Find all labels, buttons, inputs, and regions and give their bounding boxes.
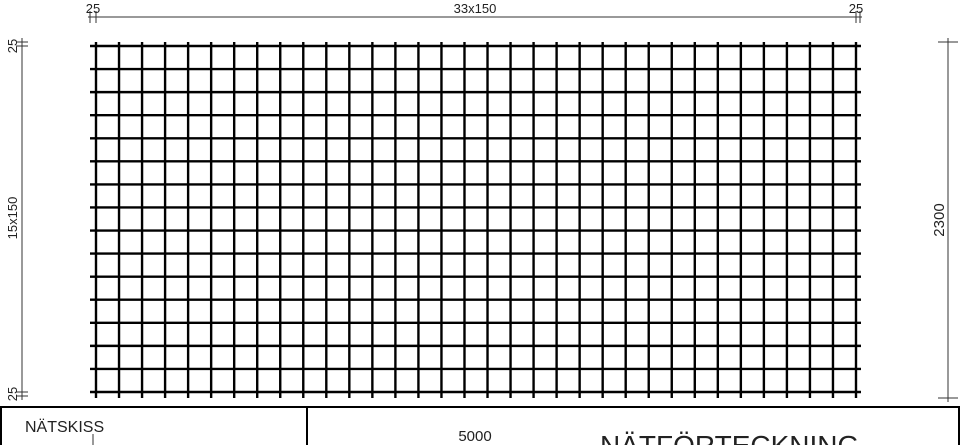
dim-text: 25 [849,1,863,16]
block-heading: NÄTFÖRTECKNING [600,430,859,445]
dim-text: 2300 [931,203,948,236]
dim-text: 25 [5,39,20,53]
block-length: 5000 [458,428,491,445]
top-dimension: 25 33x150 25 [86,1,863,23]
right-dimension: 2300 [931,38,958,402]
dim-text: 25 [86,1,100,16]
dim-text: 33x150 [454,1,497,16]
mesh [90,42,861,398]
block-border [0,406,960,445]
title-block: NÄTSKISS 5000 NÄTFÖRTECKNING [0,406,960,445]
left-dimension: 25 15x150 25 [5,38,28,401]
dim-text: 15x150 [5,197,20,240]
dim-text: 25 [5,387,20,401]
block-label: NÄTSKISS [25,418,104,436]
